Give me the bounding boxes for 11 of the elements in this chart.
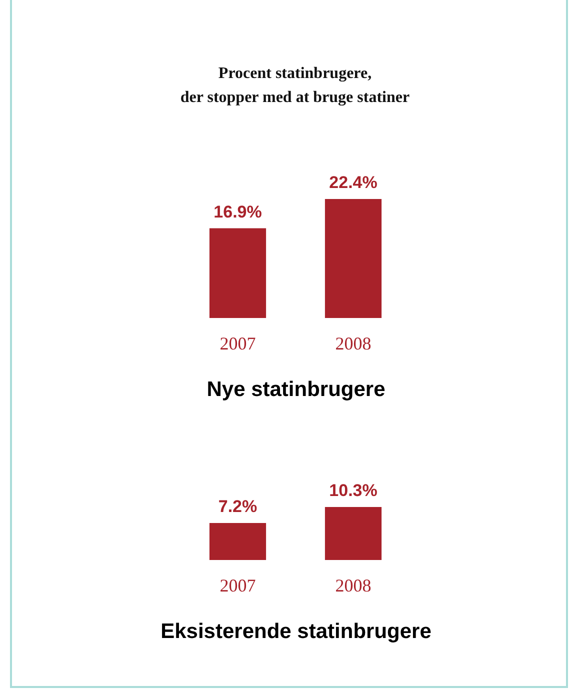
x-axis-title: Eksisterende statinbrugere <box>160 620 432 644</box>
x-tick-label: 2008 <box>335 576 372 596</box>
x-tick-label: 2007 <box>220 334 256 354</box>
chart-title: Procent statinbrugere, der stopper med at bruge statiner <box>179 64 411 108</box>
data-label: 7.2% <box>218 497 258 516</box>
x-axis-title: Nye statinbrugere <box>206 378 386 402</box>
data-label: 10.3% <box>329 481 378 500</box>
x-tick-label: 2008 <box>335 334 372 354</box>
data-label: 22.4% <box>329 173 378 192</box>
data-label: 16.9% <box>214 202 262 222</box>
x-tick-label: 2007 <box>220 576 256 596</box>
